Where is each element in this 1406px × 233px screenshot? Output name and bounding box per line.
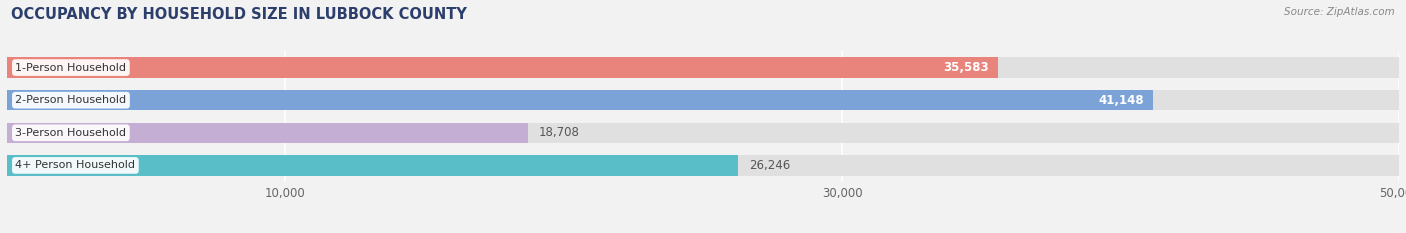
Text: 3-Person Household: 3-Person Household (15, 128, 127, 138)
Bar (7, 90, 1399, 110)
Text: 2-Person Household: 2-Person Household (15, 95, 127, 105)
Text: OCCUPANCY BY HOUSEHOLD SIZE IN LUBBOCK COUNTY: OCCUPANCY BY HOUSEHOLD SIZE IN LUBBOCK C… (11, 7, 467, 22)
Bar (7, 155, 738, 175)
Bar (7, 58, 998, 78)
Text: 18,708: 18,708 (538, 126, 579, 139)
Bar (7, 90, 1153, 110)
Text: 41,148: 41,148 (1098, 94, 1144, 107)
Bar (7, 123, 527, 143)
Text: 35,583: 35,583 (943, 61, 990, 74)
Bar (7, 155, 1399, 175)
Bar (7, 123, 1399, 143)
Text: 26,246: 26,246 (749, 159, 790, 172)
Text: 1-Person Household: 1-Person Household (15, 63, 127, 72)
Text: Source: ZipAtlas.com: Source: ZipAtlas.com (1284, 7, 1395, 17)
Text: 4+ Person Household: 4+ Person Household (15, 161, 135, 170)
Bar (7, 58, 1399, 78)
